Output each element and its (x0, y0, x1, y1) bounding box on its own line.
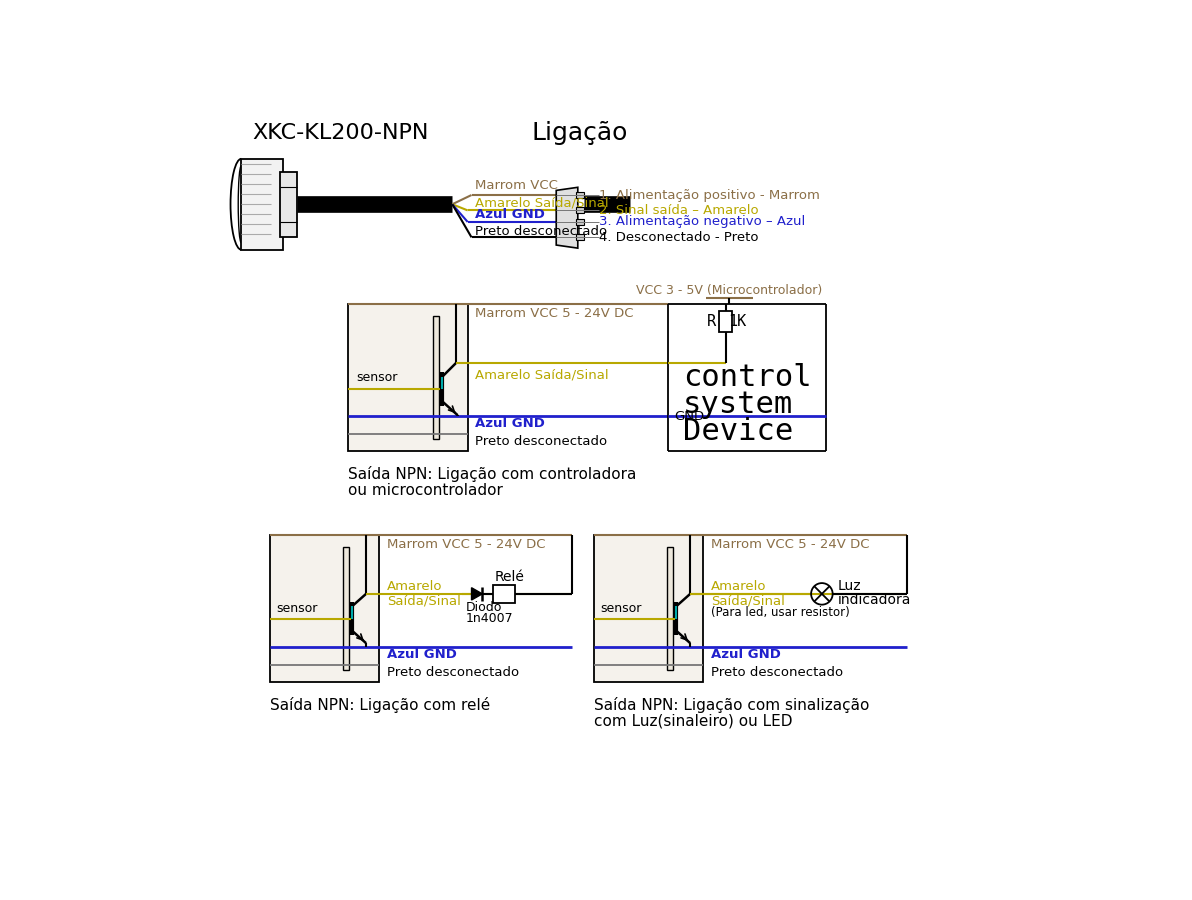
Text: 1. Alimentação positivo - Marrom: 1. Alimentação positivo - Marrom (598, 188, 819, 202)
Text: Marrom VCC: Marrom VCC (476, 179, 558, 193)
Text: (Para led, usar resistor): (Para led, usar resistor) (710, 606, 850, 619)
Text: Marrom VCC 5 - 24V DC: Marrom VCC 5 - 24V DC (476, 307, 634, 320)
Text: R: R (707, 314, 715, 328)
Text: Amarelo Saída/Sinal: Amarelo Saída/Sinal (476, 369, 609, 382)
Polygon shape (472, 588, 483, 600)
Text: Luz: Luz (837, 580, 861, 593)
Text: Amarelo: Amarelo (387, 580, 442, 593)
Text: Amarelo: Amarelo (710, 580, 766, 593)
Text: ou microcontrolador: ou microcontrolador (348, 483, 503, 498)
Text: 1n4007: 1n4007 (465, 612, 513, 625)
Text: Preto desconectado: Preto desconectado (476, 225, 608, 238)
Text: Marrom VCC 5 - 24V DC: Marrom VCC 5 - 24V DC (387, 538, 545, 551)
Text: Azul GND: Azul GND (476, 418, 545, 430)
Text: sensor: sensor (356, 371, 397, 384)
Bar (576, 234, 584, 240)
Text: Device: Device (683, 417, 794, 446)
Text: com Luz(sinaleiro) ou LED: com Luz(sinaleiro) ou LED (594, 714, 793, 729)
Bar (343, 547, 349, 670)
Text: Amarelo Saída/Sinal: Amarelo Saída/Sinal (476, 196, 609, 209)
Text: sensor: sensor (600, 602, 641, 615)
Text: 2. Sinal saída – Amarelo: 2. Sinal saída – Amarelo (598, 204, 758, 217)
Text: VCC 3 - 5V (Microcontrolador): VCC 3 - 5V (Microcontrolador) (637, 284, 822, 297)
Bar (493, 585, 515, 603)
Text: Relé: Relé (495, 570, 524, 584)
Text: control: control (683, 363, 812, 392)
Text: Azul GND: Azul GND (387, 648, 457, 662)
Bar (668, 547, 673, 670)
Bar (594, 536, 703, 681)
Text: Saída NPN: Ligação com relé: Saída NPN: Ligação com relé (269, 698, 490, 713)
Bar (433, 316, 439, 439)
Bar (576, 219, 584, 225)
Text: GND: GND (673, 410, 704, 422)
Text: Saída NPN: Ligação com sinalização: Saída NPN: Ligação com sinalização (594, 698, 869, 713)
Text: Marrom VCC 5 - 24V DC: Marrom VCC 5 - 24V DC (710, 538, 869, 551)
Text: Diodo: Diodo (465, 601, 502, 614)
Text: XKC-KL200-NPN: XKC-KL200-NPN (252, 122, 428, 142)
Text: Saída/Sinal: Saída/Sinal (387, 594, 460, 608)
Text: sensor: sensor (277, 602, 317, 615)
Text: Preto desconectado: Preto desconectado (387, 666, 519, 679)
Bar (280, 172, 297, 237)
Text: Preto desconectado: Preto desconectado (710, 666, 843, 679)
Text: Saída NPN: Ligação com controladora: Saída NPN: Ligação com controladora (348, 466, 637, 482)
Text: system: system (683, 390, 794, 419)
Text: Saída/Sinal: Saída/Sinal (710, 594, 784, 608)
Bar (720, 310, 732, 332)
Text: Preto desconectado: Preto desconectado (476, 435, 608, 448)
Text: Ligação: Ligação (532, 121, 627, 145)
Polygon shape (557, 187, 578, 248)
Bar (348, 304, 467, 451)
Text: indicadora: indicadora (837, 593, 911, 607)
Bar (269, 536, 379, 681)
Bar (576, 192, 584, 198)
Text: Azul GND: Azul GND (710, 648, 781, 662)
Text: 4. Desconectado - Preto: 4. Desconectado - Preto (598, 231, 758, 244)
Text: Azul GND: Azul GND (476, 208, 545, 220)
Text: 3. Alimentação negativo – Azul: 3. Alimentação negativo – Azul (598, 215, 805, 229)
Text: 1K: 1K (728, 314, 746, 328)
Bar (241, 158, 283, 249)
Bar (576, 207, 584, 213)
